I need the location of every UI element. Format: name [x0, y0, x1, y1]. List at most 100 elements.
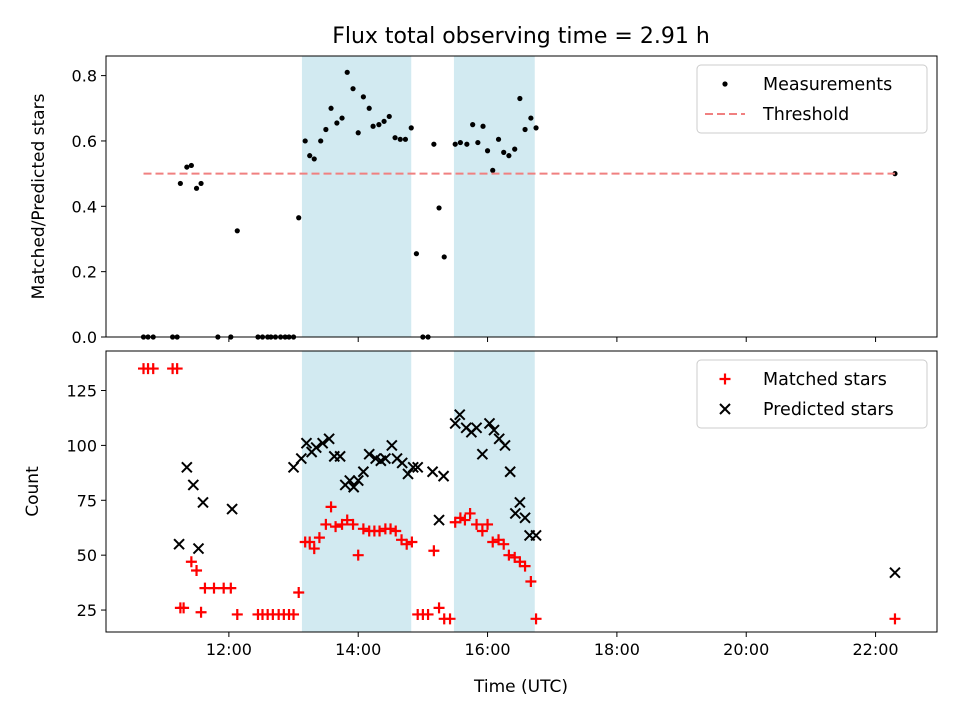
- predicted-point: [426, 466, 439, 478]
- predicted-point: [454, 408, 466, 421]
- matched-point: [320, 518, 332, 530]
- measurement-point: [339, 115, 345, 121]
- x-tick-label: 22:00: [853, 640, 899, 659]
- predicted-point: [347, 481, 360, 493]
- measurement-point: [344, 69, 350, 75]
- matched-point: [374, 525, 386, 537]
- matched-point: [401, 538, 413, 550]
- measurement-point: [311, 156, 317, 162]
- measurement-point: [188, 162, 194, 169]
- matched-point: [487, 536, 499, 548]
- y-tick-label: 25: [77, 601, 97, 620]
- measurement-point: [501, 149, 507, 155]
- measurement-point: [177, 180, 183, 187]
- matched-point: [464, 507, 476, 519]
- measurement-point: [495, 136, 502, 142]
- predicted-point: [437, 470, 450, 482]
- measurement-point: [528, 115, 534, 121]
- legend-label: Matched stars: [763, 370, 887, 390]
- predicted-point: [334, 450, 346, 463]
- measurement-point: [302, 138, 308, 144]
- legend: Matched stars Predicted stars: [696, 359, 928, 429]
- x-tick-label: 18:00: [594, 640, 640, 659]
- matched-point: [519, 560, 531, 572]
- measurement-point: [490, 167, 496, 173]
- series-predicted-stars: [173, 408, 901, 579]
- matched-point: [288, 608, 300, 620]
- measurement-point: [480, 123, 486, 129]
- legend-marker: [719, 373, 731, 385]
- predicted-point: [192, 542, 205, 555]
- y-tick-label: 100: [66, 436, 97, 455]
- predicted-point: [300, 437, 313, 449]
- matched-point: [308, 543, 320, 555]
- measurement-point: [318, 138, 324, 144]
- measurement-point: [522, 126, 528, 133]
- predicted-point: [295, 452, 308, 465]
- matched-point: [422, 608, 434, 620]
- predicted-point: [407, 461, 419, 474]
- matched-point: [208, 582, 220, 594]
- measurement-point: [370, 123, 376, 129]
- measurement-point: [386, 113, 392, 120]
- legend-label: Predicted stars: [763, 400, 894, 420]
- predicted-point: [187, 479, 200, 491]
- measurement-point: [436, 205, 442, 211]
- measurement-point: [234, 228, 240, 234]
- matched-point: [171, 363, 183, 375]
- matched-point: [889, 613, 901, 625]
- measurement-point: [464, 141, 470, 147]
- predicted-point: [352, 474, 364, 487]
- predicted-point: [483, 417, 496, 430]
- measurement-point: [517, 95, 523, 102]
- legend-label: Threshold: [762, 105, 849, 125]
- matched-point: [525, 576, 537, 588]
- matched-point: [191, 565, 203, 577]
- measurement-point: [184, 164, 190, 170]
- predicted-point: [488, 424, 500, 436]
- matched-point: [185, 556, 197, 568]
- predicted-point: [197, 496, 209, 509]
- measurement-point: [355, 130, 361, 136]
- matched-point: [147, 363, 159, 375]
- y-tick-label: 0.8: [72, 67, 97, 86]
- measurement-point: [457, 139, 463, 146]
- predicted-point: [504, 466, 516, 478]
- y-tick-label: 0.0: [72, 328, 97, 347]
- matched-point: [304, 536, 316, 548]
- predicted-point: [344, 474, 356, 487]
- y-axis-label: Count: [23, 466, 43, 517]
- ratio-panel: 0.0 0.2 0.4 0.6 0.8 Matched/Predicted stars Me…: [29, 55, 938, 347]
- x-tick-label: 14:00: [335, 640, 381, 659]
- matched-point: [225, 582, 237, 594]
- measurement-point: [484, 148, 491, 154]
- matched-point: [476, 525, 488, 537]
- measurement-point: [296, 215, 302, 221]
- measurement-point: [198, 180, 204, 187]
- x-tick-label: 16:00: [464, 640, 510, 659]
- measurement-point: [328, 105, 334, 111]
- matched-point: [428, 545, 440, 557]
- measurement-point: [323, 126, 329, 133]
- measurement-point: [452, 141, 458, 147]
- y-tick-label: 50: [77, 546, 97, 565]
- matched-point: [471, 518, 483, 530]
- predicted-point: [530, 529, 542, 542]
- matched-point: [390, 525, 402, 537]
- predicted-point: [386, 439, 398, 452]
- measurement-point: [512, 146, 518, 152]
- matched-point: [178, 602, 190, 614]
- axes-frame: [105, 55, 938, 338]
- predicted-point: [519, 512, 531, 524]
- predicted-point: [433, 514, 445, 526]
- predicted-point: [499, 439, 511, 452]
- legend: Measurements Threshold: [696, 64, 928, 134]
- x-tick-label: 20:00: [723, 640, 769, 659]
- predicted-point: [181, 461, 193, 474]
- matched-point: [352, 549, 364, 561]
- measurement-point: [506, 153, 512, 159]
- matched-point: [433, 602, 445, 614]
- matched-point: [459, 514, 471, 526]
- x-tick-label: 12:00: [206, 640, 252, 659]
- observing-span-1: [301, 351, 412, 632]
